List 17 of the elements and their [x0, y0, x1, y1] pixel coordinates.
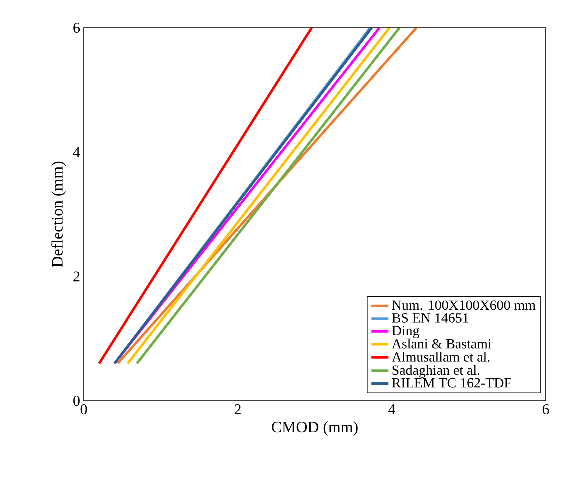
y-tick-label: 6 — [74, 22, 80, 34]
x-tick-label: 4 — [388, 404, 396, 414]
x-axis-title: CMOD (mm) — [272, 421, 358, 436]
y-axis-title: Deflection (mm) — [52, 162, 66, 268]
x-tick-label: 2 — [234, 404, 241, 414]
y-tick-label: 0 — [74, 396, 80, 406]
legend-label: Almusallam et al. — [392, 352, 490, 362]
x-tick-label: 6 — [542, 404, 550, 415]
x-tick-label: 0 — [80, 404, 88, 415]
legend-label: Aslani & Bastami — [392, 338, 492, 349]
y-tick-label: 2 — [74, 272, 80, 282]
legend-label: Sadaghian et al. — [392, 365, 480, 378]
legend-label: Num. 100X100X600 mm — [392, 300, 536, 310]
legend-label: RILEM TC 162-TDF — [392, 378, 512, 388]
legend-label: Ding — [392, 326, 420, 338]
y-tick-label: 4 — [73, 147, 80, 158]
legend-label: BS EN 14651 — [392, 313, 469, 323]
